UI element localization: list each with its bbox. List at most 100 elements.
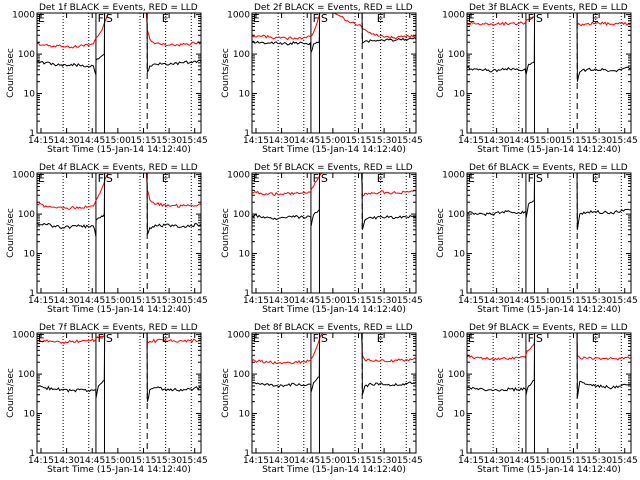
y-tick-label: 100 xyxy=(233,210,250,220)
x-tick-label: 15:00 xyxy=(105,296,131,306)
y-tick-label: 100 xyxy=(18,210,35,220)
phase-marker-label: F xyxy=(98,332,104,345)
events-series-line xyxy=(252,333,416,395)
x-tick-label: 14:45 xyxy=(294,456,320,466)
x-tick-label: 15:45 xyxy=(182,456,208,466)
y-tick-label: 1 xyxy=(29,129,35,139)
y-axis-label: Counts/sec xyxy=(436,208,446,258)
phase-marker-label: S xyxy=(321,12,328,25)
panel-title: Det 7f BLACK = Events, RED = LLD xyxy=(39,323,198,333)
y-tick-label: 1000 xyxy=(12,11,35,21)
x-tick-label: 14:15 xyxy=(28,456,54,466)
phase-marker-label: E xyxy=(38,172,45,185)
x-tick-label: 15:00 xyxy=(535,136,561,146)
y-tick-label: 1000 xyxy=(442,331,465,341)
x-tick-label: 14:15 xyxy=(28,296,54,306)
y-tick-label: 100 xyxy=(448,370,465,380)
x-tick-label: 15:30 xyxy=(371,296,397,306)
x-axis-label: Start Time (15-Jan-14 14:12:40) xyxy=(262,145,406,155)
x-tick-label: 14:45 xyxy=(294,296,320,306)
y-tick-label: 1000 xyxy=(227,331,250,341)
x-tick-label: 14:15 xyxy=(458,456,484,466)
x-tick-label: 15:45 xyxy=(182,296,208,306)
panel-title: Det 9f BLACK = Events, RED = LLD xyxy=(469,323,628,333)
y-tick-label: 1 xyxy=(459,289,465,299)
y-tick-label: 10 xyxy=(24,90,36,100)
x-axis-label: Start Time (15-Jan-14 14:12:40) xyxy=(477,305,621,315)
phase-marker-label: E xyxy=(468,172,475,185)
panel-title: Det 2f BLACK = Events, RED = LLD xyxy=(254,3,413,13)
y-tick-label: 100 xyxy=(448,50,465,60)
x-tick-label: 15:45 xyxy=(182,136,208,146)
x-tick-label: 14:45 xyxy=(509,136,535,146)
x-tick-label: 14:45 xyxy=(509,456,535,466)
y-tick-label: 10 xyxy=(454,410,466,420)
x-tick-label: 15:45 xyxy=(612,136,638,146)
y-tick-label: 100 xyxy=(18,50,35,60)
x-tick-label: 15:15 xyxy=(346,136,372,146)
detector-panel: Det 9f BLACK = Events, RED = LLD 1 10 100 10… xyxy=(436,323,638,475)
plot-frame xyxy=(466,172,632,294)
x-tick-label: 14:30 xyxy=(269,296,295,306)
phase-marker-label: E xyxy=(253,172,260,185)
events-series-line xyxy=(467,173,631,230)
y-tick-label: 1000 xyxy=(227,11,250,21)
y-tick-label: 1 xyxy=(29,289,35,299)
phase-marker-label: E xyxy=(468,332,475,345)
y-tick-label: 1 xyxy=(459,129,465,139)
y-axis-label: Counts/sec xyxy=(6,368,16,418)
x-tick-label: 15:45 xyxy=(397,456,423,466)
x-tick-label: 15:00 xyxy=(105,136,131,146)
x-tick-label: 14:15 xyxy=(243,136,269,146)
detector-panel: Det 2f BLACK = Events, RED = LLD 1 10 100 10… xyxy=(221,3,423,155)
phase-marker-label: S xyxy=(321,332,328,345)
y-tick-label: 10 xyxy=(239,410,251,420)
plot-frame xyxy=(36,172,202,294)
x-tick-label: 14:30 xyxy=(54,136,80,146)
phase-marker-label: F xyxy=(528,12,534,25)
y-axis-label: Counts/sec xyxy=(221,208,231,258)
panel-title: Det 8f BLACK = Events, RED = LLD xyxy=(254,323,413,333)
lld-series-line xyxy=(252,333,416,365)
y-tick-label: 10 xyxy=(24,410,36,420)
x-axis-label: Start Time (15-Jan-14 14:12:40) xyxy=(47,465,191,475)
y-tick-label: 10 xyxy=(454,90,466,100)
detector-panel: Det 4f BLACK = Events, RED = LLD 1 10 100 10… xyxy=(6,163,208,315)
x-tick-label: 14:15 xyxy=(243,456,269,466)
x-tick-label: 15:15 xyxy=(561,136,587,146)
y-tick-label: 1000 xyxy=(12,331,35,341)
x-tick-label: 14:30 xyxy=(484,456,510,466)
phase-marker-label: S xyxy=(106,172,113,185)
events-series-line xyxy=(37,13,201,75)
y-tick-label: 10 xyxy=(24,250,36,260)
x-tick-label: 15:00 xyxy=(535,296,561,306)
y-axis-label: Counts/sec xyxy=(6,48,16,98)
phase-marker-label: F xyxy=(528,172,534,185)
x-tick-label: 15:15 xyxy=(131,456,157,466)
x-tick-label: 15:30 xyxy=(586,136,612,146)
panel-title: Det 6f BLACK = Events, RED = LLD xyxy=(469,163,628,173)
phase-marker-label: S xyxy=(321,172,328,185)
x-axis-label: Start Time (15-Jan-14 14:12:40) xyxy=(47,145,191,155)
detector-panel: Det 6f BLACK = Events, RED = LLD 1 10 100 10… xyxy=(436,163,638,315)
x-tick-label: 15:15 xyxy=(561,456,587,466)
x-tick-label: 14:30 xyxy=(269,136,295,146)
detector-panel: Det 5f BLACK = Events, RED = LLD 1 10 100 10… xyxy=(221,163,423,315)
x-tick-label: 15:00 xyxy=(105,456,131,466)
events-series-line xyxy=(252,173,416,230)
detector-panel: Det 7f BLACK = Events, RED = LLD 1 10 100 10… xyxy=(6,323,208,475)
phase-marker-label: E xyxy=(592,172,599,185)
events-series-line xyxy=(252,13,416,53)
x-tick-label: 15:45 xyxy=(397,136,423,146)
phase-marker-label: S xyxy=(536,172,543,185)
x-tick-label: 15:00 xyxy=(320,296,346,306)
x-axis-label: Start Time (15-Jan-14 14:12:40) xyxy=(477,145,621,155)
phase-marker-label: E xyxy=(377,12,384,25)
phase-marker-label: F xyxy=(313,172,319,185)
x-tick-label: 15:30 xyxy=(156,136,182,146)
lld-series-line xyxy=(467,13,631,27)
x-axis-label: Start Time (15-Jan-14 14:12:40) xyxy=(262,465,406,475)
events-series-line xyxy=(37,173,201,236)
y-tick-label: 1 xyxy=(29,449,35,459)
